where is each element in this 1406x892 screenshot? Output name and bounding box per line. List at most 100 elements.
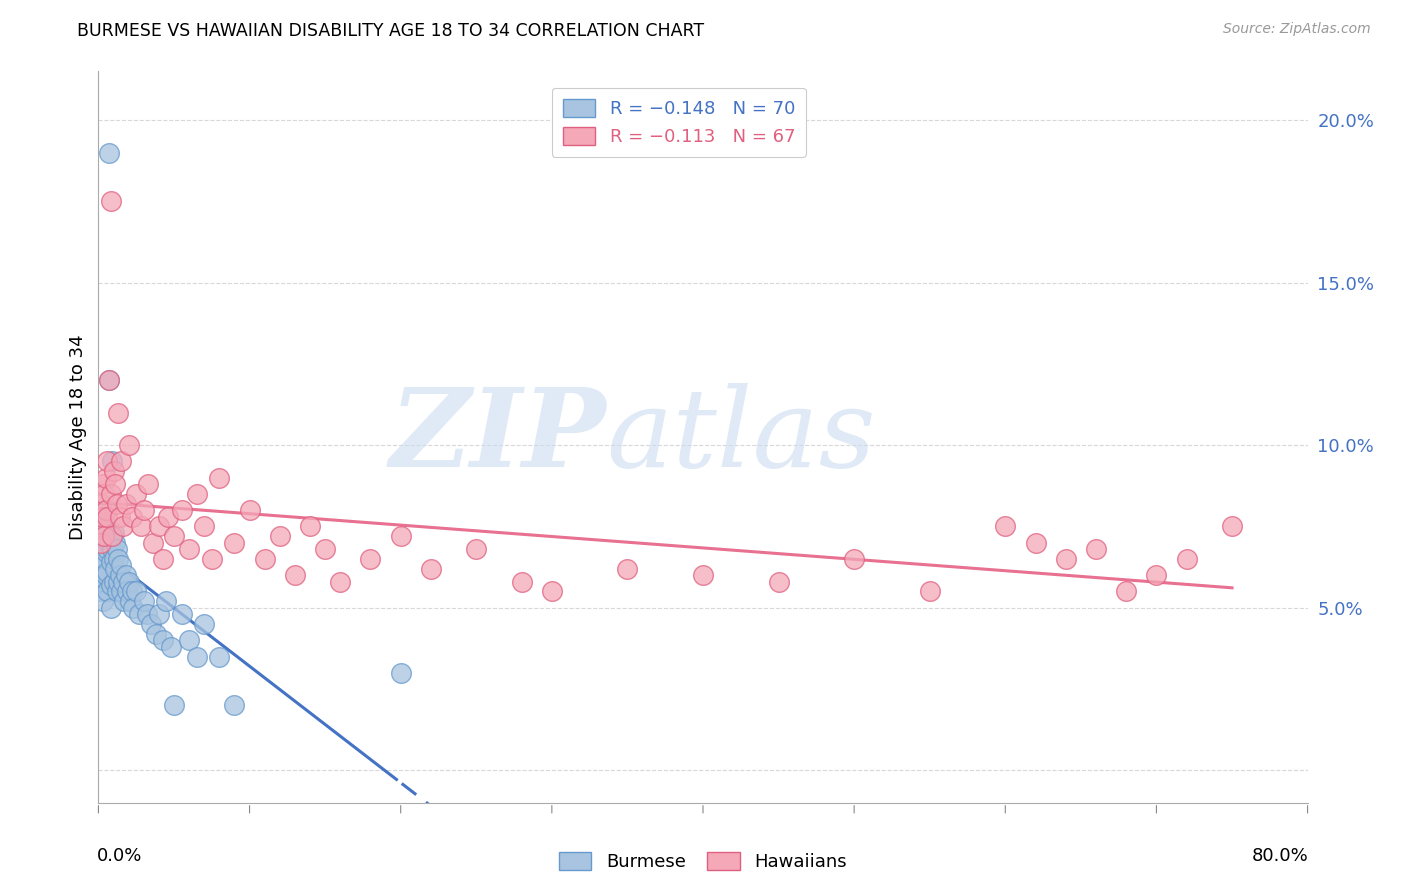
Point — [148, 607, 170, 622]
Point — [105, 542, 128, 557]
Point — [1115, 584, 1137, 599]
Point — [170, 607, 193, 622]
Point — [136, 477, 159, 491]
Point — [101, 542, 124, 557]
Point — [160, 640, 183, 654]
Point — [94, 545, 117, 559]
Point — [193, 519, 215, 533]
Point — [329, 574, 352, 589]
Point — [90, 568, 112, 582]
Point — [94, 503, 117, 517]
Point — [93, 529, 115, 543]
Point — [465, 542, 488, 557]
Point — [114, 497, 136, 511]
Point — [94, 471, 117, 485]
Point — [1024, 535, 1046, 549]
Point — [179, 633, 201, 648]
Point — [91, 477, 114, 491]
Point — [142, 535, 165, 549]
Point — [299, 519, 322, 533]
Point — [94, 568, 117, 582]
Legend: R = −0.148   N = 70, R = −0.113   N = 67: R = −0.148 N = 70, R = −0.113 N = 67 — [551, 87, 806, 157]
Point — [186, 487, 208, 501]
Point — [135, 607, 157, 622]
Point — [389, 529, 412, 543]
Point — [152, 633, 174, 648]
Point — [90, 549, 112, 563]
Point — [163, 529, 186, 543]
Point — [103, 552, 125, 566]
Point — [96, 565, 118, 579]
Point — [129, 519, 152, 533]
Point — [145, 626, 167, 640]
Point — [510, 574, 533, 589]
Point — [155, 594, 177, 608]
Point — [91, 509, 114, 524]
Point — [110, 558, 132, 573]
Point — [360, 552, 382, 566]
Point — [186, 649, 208, 664]
Point — [107, 552, 129, 566]
Point — [115, 584, 138, 599]
Point — [284, 568, 307, 582]
Point — [104, 477, 127, 491]
Point — [269, 529, 291, 543]
Point — [141, 617, 163, 632]
Point — [105, 584, 128, 599]
Point — [100, 555, 122, 569]
Point — [170, 503, 193, 517]
Point — [918, 584, 941, 599]
Point — [994, 519, 1017, 533]
Point — [120, 594, 142, 608]
Point — [94, 526, 117, 541]
Text: Source: ZipAtlas.com: Source: ZipAtlas.com — [1223, 22, 1371, 37]
Point — [98, 145, 121, 160]
Text: 80.0%: 80.0% — [1251, 847, 1309, 864]
Point — [96, 584, 118, 599]
Point — [179, 542, 201, 557]
Point — [90, 535, 112, 549]
Point — [692, 568, 714, 582]
Point — [98, 373, 121, 387]
Point — [239, 503, 262, 517]
Point — [91, 519, 114, 533]
Point — [101, 454, 124, 468]
Point — [420, 562, 443, 576]
Point — [101, 529, 124, 543]
Point — [193, 617, 215, 632]
Point — [112, 594, 135, 608]
Point — [132, 594, 155, 608]
Text: BURMESE VS HAWAIIAN DISABILITY AGE 18 TO 34 CORRELATION CHART: BURMESE VS HAWAIIAN DISABILITY AGE 18 TO… — [77, 22, 704, 40]
Point — [768, 574, 790, 589]
Y-axis label: Disability Age 18 to 34: Disability Age 18 to 34 — [69, 334, 87, 540]
Point — [122, 600, 145, 615]
Point — [389, 665, 412, 680]
Point — [314, 542, 336, 557]
Point — [108, 509, 131, 524]
Point — [108, 568, 131, 582]
Point — [128, 607, 150, 622]
Point — [118, 574, 141, 589]
Point — [616, 562, 638, 576]
Point — [91, 574, 114, 589]
Point — [125, 487, 148, 501]
Point — [93, 552, 115, 566]
Point — [201, 552, 224, 566]
Point — [93, 487, 115, 501]
Point — [118, 438, 141, 452]
Point — [208, 649, 231, 664]
Point — [1175, 552, 1198, 566]
Point — [89, 558, 111, 573]
Point — [148, 519, 170, 533]
Point — [91, 555, 114, 569]
Point — [96, 454, 118, 468]
Point — [93, 509, 115, 524]
Point — [208, 471, 231, 485]
Point — [103, 574, 125, 589]
Point — [90, 529, 112, 543]
Point — [100, 194, 122, 209]
Point — [91, 539, 114, 553]
Point — [110, 454, 132, 468]
Legend: Burmese, Hawaiians: Burmese, Hawaiians — [551, 845, 855, 879]
Point — [91, 594, 114, 608]
